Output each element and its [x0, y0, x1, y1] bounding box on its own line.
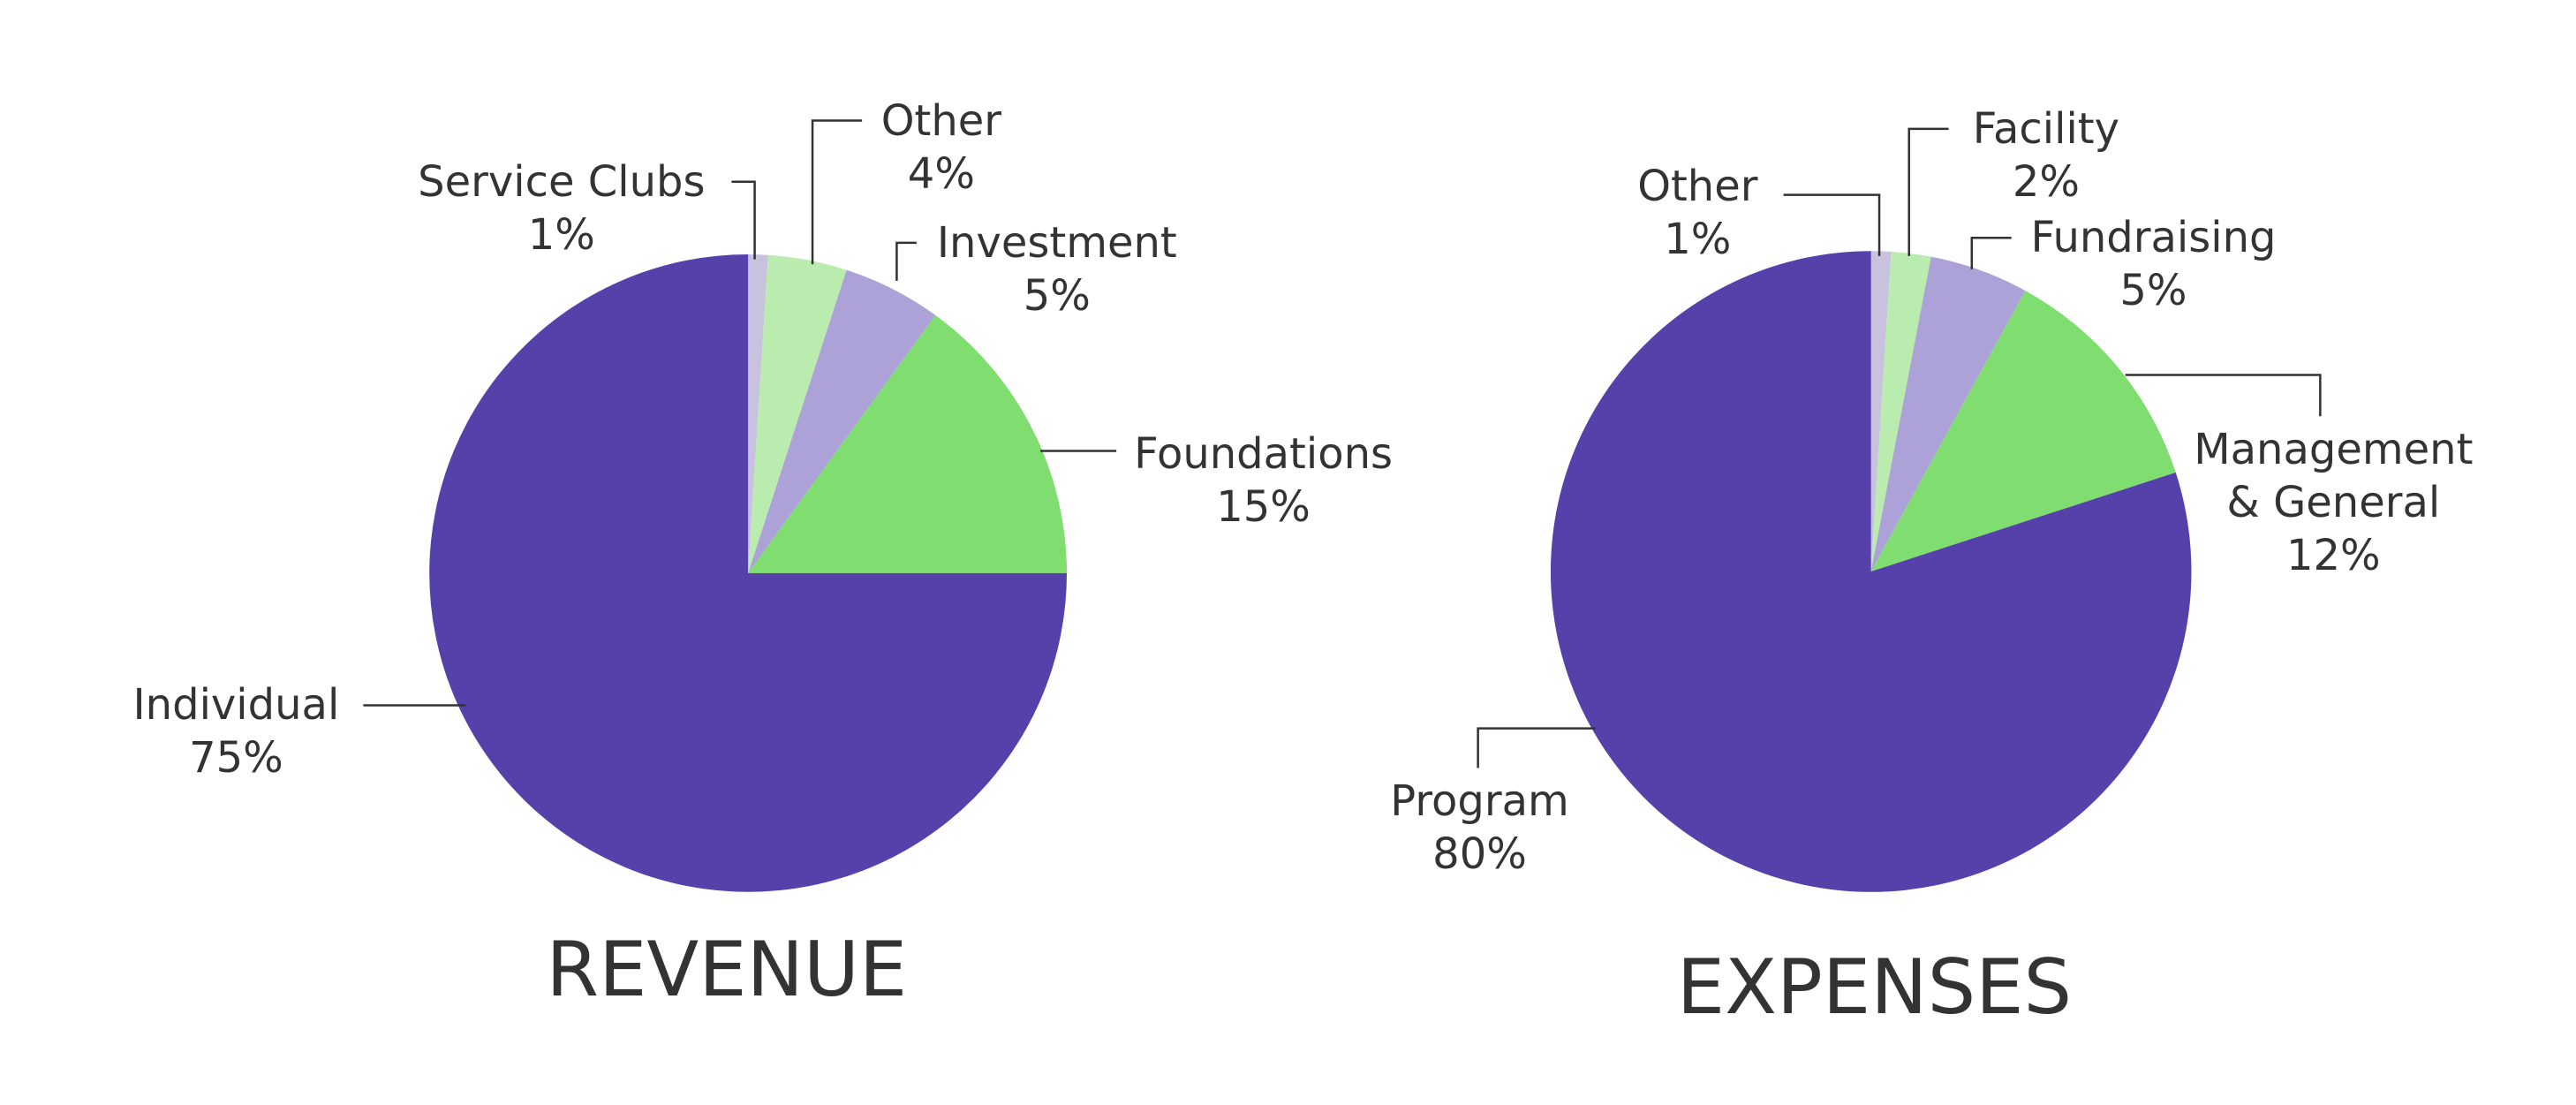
- category-label: Management & General: [2194, 424, 2474, 527]
- value-label: 12%: [2285, 530, 2381, 580]
- leader-line: [811, 119, 863, 265]
- pie-slice: [1870, 251, 1931, 572]
- category-label: Program: [1390, 776, 1569, 826]
- value-label: 1%: [527, 209, 595, 260]
- leader-line: [1970, 237, 2012, 269]
- leader-line: [731, 180, 756, 260]
- value-label: 1%: [1664, 215, 1732, 265]
- leader-line: [1907, 127, 1949, 256]
- slice-label: Service Clubs 1%: [397, 155, 727, 261]
- pie-slice: [748, 314, 1068, 573]
- category-label: Investment: [936, 217, 1177, 268]
- category-label: Fundraising: [2030, 213, 2277, 263]
- category-label: Individual: [132, 680, 340, 730]
- category-label: Other: [880, 95, 1002, 146]
- pie-slice: [429, 254, 1068, 892]
- leader-line: [895, 241, 917, 281]
- slice-label: Investment 5%: [892, 216, 1222, 322]
- category-label: Service Clubs: [418, 156, 706, 207]
- chart-title: EXPENSES: [1676, 943, 2073, 1033]
- leader-line: [1477, 727, 1596, 768]
- pie-slice: [748, 254, 768, 573]
- category-label: Facility: [1972, 103, 2120, 154]
- leader-line: [1783, 193, 1881, 256]
- slice-label: Management & General 12%: [2172, 423, 2495, 582]
- slice-label: Fundraising 5%: [1988, 211, 2318, 317]
- pie-slice: [1870, 251, 1892, 572]
- value-label: 5%: [1023, 270, 1091, 321]
- value-label: 15%: [1216, 482, 1311, 533]
- slice-label: Program 80%: [1364, 775, 1596, 881]
- value-label: 75%: [189, 733, 283, 783]
- leader-line: [2125, 374, 2322, 417]
- pie-slice: [748, 269, 936, 573]
- pie-slice: [1870, 256, 2026, 572]
- slice-label: Other 1%: [1598, 160, 1796, 266]
- value-label: 5%: [2119, 266, 2187, 316]
- slice-label: Foundations 15%: [1099, 428, 1429, 534]
- pie-slice: [1550, 251, 2192, 892]
- slice-label: Individual 75%: [71, 678, 401, 784]
- category-label: Foundations: [1134, 429, 1394, 480]
- pie-slice: [748, 254, 847, 573]
- value-label: 80%: [1432, 829, 1527, 879]
- value-label: 4%: [907, 148, 975, 199]
- chart-title: REVENUE: [546, 925, 908, 1014]
- value-label: 2%: [2012, 156, 2080, 207]
- slice-label: Other 4%: [842, 95, 1040, 201]
- slice-label: Facility 2%: [1930, 102, 2162, 208]
- category-label: Other: [1637, 162, 1758, 212]
- pie-slice: [1870, 291, 2176, 572]
